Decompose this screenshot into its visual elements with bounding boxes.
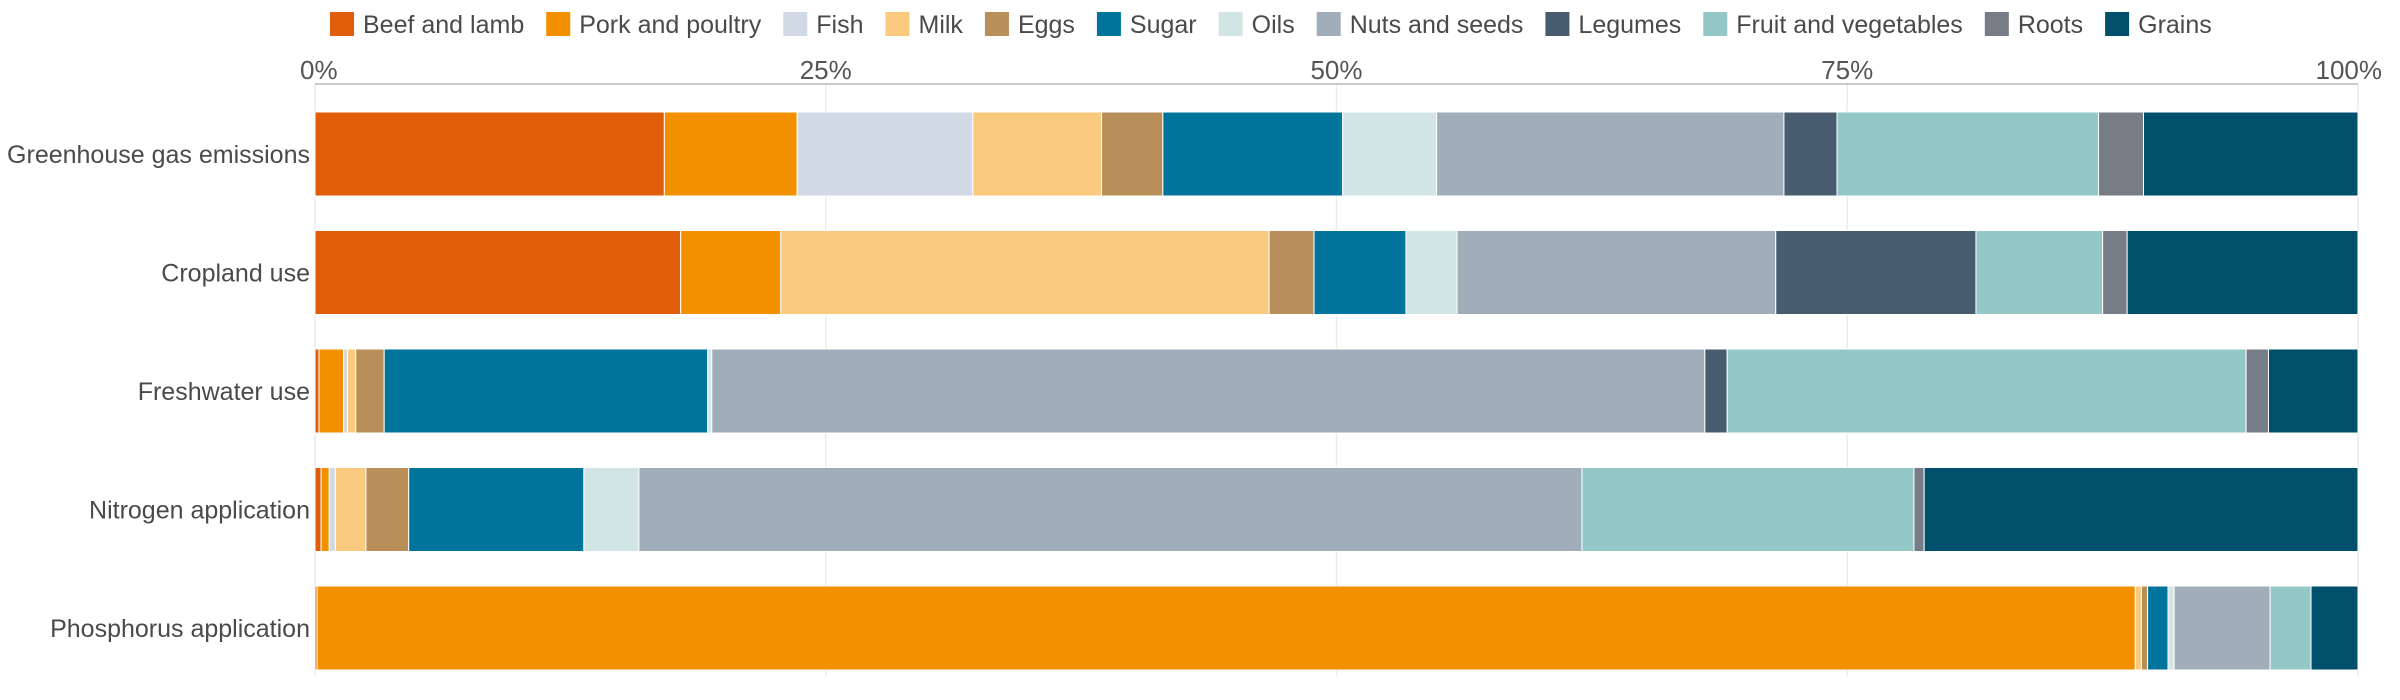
bar-segment-beef-and-lamb	[314, 111, 665, 197]
bar-segment-fruit-and-vegetables	[1581, 467, 1915, 552]
bar-segment-milk	[334, 467, 367, 552]
bar-segment-nuts-and-seeds	[711, 348, 1706, 434]
category-label-freshwater-use: Freshwater use	[138, 378, 310, 406]
category-label-nitrogen-application: Nitrogen application	[89, 497, 310, 525]
legend-label-nuts-and-seeds: Nuts and seeds	[1350, 11, 1524, 39]
legend-swatch-fruit-and-vegetables	[1703, 12, 1728, 36]
legend-label-sugar: Sugar	[1130, 11, 1197, 39]
bar-segment-roots	[1913, 467, 1925, 552]
bar-segment-grains	[2142, 111, 2359, 197]
bar-segment-eggs	[1268, 230, 1315, 315]
legend-swatch-legumes	[1545, 12, 1570, 36]
legend-label-roots: Roots	[2018, 11, 2083, 39]
bar-segment-sugar	[1162, 111, 1344, 197]
bar-segment-oils	[707, 348, 713, 434]
bar-segment-nuts-and-seeds	[1436, 111, 1785, 197]
legend-swatch-grains	[2105, 12, 2130, 36]
category-label-phosphorus-application: Phosphorus application	[50, 615, 310, 643]
bar-segment-pork-and-poultry	[320, 467, 330, 552]
legend-swatch-eggs	[984, 12, 1009, 36]
bar-segment-roots	[2102, 230, 2128, 315]
bar-segment-nuts-and-seeds	[2173, 585, 2271, 671]
bar-segment-eggs	[2140, 585, 2149, 671]
bar-segment-milk	[2134, 585, 2142, 671]
bar-segment-grains	[1923, 467, 2359, 552]
legend-swatch-oils	[1218, 12, 1243, 36]
legend-label-beef-and-lamb: Beef and lamb	[363, 11, 524, 39]
bar-segment-oils	[1405, 230, 1458, 315]
bar-segment-roots	[2245, 348, 2269, 434]
bar-segment-legumes	[1783, 111, 1838, 197]
bar-segment-fruit-and-vegetables	[1836, 111, 2100, 197]
bar-segment-milk	[780, 230, 1270, 315]
bar-segment-grains	[2310, 585, 2359, 671]
legend-label-legumes: Legumes	[1578, 11, 1681, 39]
bar-segment-fish	[328, 467, 336, 552]
bar-segment-pork-and-poultry	[318, 348, 344, 434]
legend-label-eggs: Eggs	[1018, 11, 1075, 39]
x-tick-label: 50%	[1310, 55, 1362, 85]
legend: Beef and lamb Pork and poultry Fish Milk Egg…	[330, 11, 2212, 39]
bars	[314, 111, 2359, 671]
x-tick-label: 100%	[2316, 55, 2383, 85]
legend-label-grains: Grains	[2138, 11, 2212, 39]
bar-segment-grains	[2126, 230, 2359, 315]
bar-segment-legumes	[1775, 230, 1977, 315]
legend-label-fruit-and-vegetables: Fruit and vegetables	[1736, 11, 1963, 39]
bar-segment-beef-and-lamb	[314, 467, 322, 552]
legend-label-pork-and-poultry: Pork and poultry	[579, 11, 762, 39]
bar-segment-pork-and-poultry	[316, 585, 2136, 671]
legend-swatch-nuts-and-seeds	[1316, 12, 1341, 36]
bar-segment-fruit-and-vegetables	[2269, 585, 2312, 671]
x-tick-label: 0%	[300, 55, 338, 85]
x-tick-label: 75%	[1821, 55, 1873, 85]
bar-segment-fish	[796, 111, 974, 197]
bar-segment-fruit-and-vegetables	[1975, 230, 2104, 315]
bar-segment-fish	[342, 348, 349, 434]
legend-swatch-milk	[885, 12, 910, 36]
legend-swatch-roots	[1984, 12, 2009, 36]
legend-label-fish: Fish	[816, 11, 863, 39]
legend-swatch-sugar	[1096, 12, 1121, 36]
legend-swatch-pork-and-poultry	[546, 12, 571, 36]
bar-segment-oils	[1342, 111, 1438, 197]
bar-segment-nuts-and-seeds	[638, 467, 1583, 552]
bar-segment-grains	[2267, 348, 2359, 434]
bar-segment-legumes	[1704, 348, 1728, 434]
bar-segment-sugar	[2147, 585, 2169, 671]
x-axis-ticks: 0% 25% 50% 75% 100%	[300, 55, 2382, 85]
x-tick-label: 25%	[800, 55, 852, 85]
category-label-cropland-use: Cropland use	[161, 260, 310, 288]
legend-swatch-beef-and-lamb	[330, 12, 354, 36]
bar-segment-sugar	[383, 348, 709, 434]
bar-segment-oils	[2167, 585, 2175, 671]
bar-segment-milk	[972, 111, 1103, 197]
bar-segment-beef-and-lamb	[314, 230, 682, 315]
bar-segment-pork-and-poultry	[663, 111, 798, 197]
bar-segment-eggs	[1101, 111, 1164, 197]
bar-segment-pork-and-poultry	[680, 230, 782, 315]
legend-swatch-fish	[783, 12, 808, 36]
legend-label-oils: Oils	[1252, 11, 1295, 39]
bar-segment-eggs	[365, 467, 410, 552]
legend-label-milk: Milk	[919, 11, 964, 39]
bar-segment-fruit-and-vegetables	[1726, 348, 2247, 434]
y-axis-labels: Greenhouse gas emissions Cropland use Fres…	[7, 141, 310, 643]
bar-segment-oils	[583, 467, 640, 552]
bar-segment-eggs	[355, 348, 385, 434]
category-label-greenhouse-gas-emissions: Greenhouse gas emissions	[7, 141, 310, 169]
bar-segment-sugar	[408, 467, 585, 552]
bar-segment-beef-and-lamb	[314, 348, 320, 434]
bar-segment-roots	[2098, 111, 2144, 197]
bar-segment-sugar	[1313, 230, 1407, 315]
bar-segment-nuts-and-seeds	[1456, 230, 1777, 315]
bar-segment-milk	[347, 348, 357, 434]
